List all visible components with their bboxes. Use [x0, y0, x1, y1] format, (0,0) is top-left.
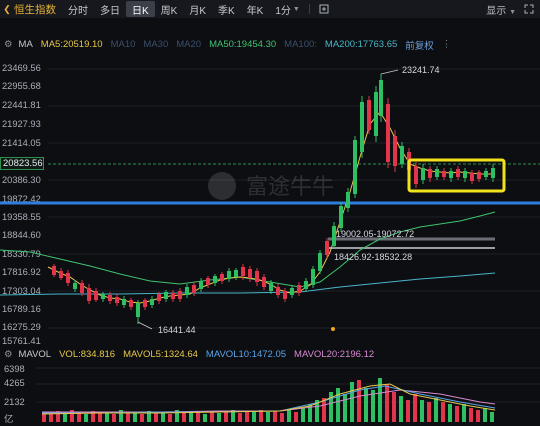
watermark-text: 富途牛牛 [246, 175, 334, 200]
drawing-toolbar [0, 18, 540, 37]
price-tick: 18844.60 [2, 230, 41, 240]
volume-chart[interactable] [0, 364, 540, 424]
mavol5-legend: MAVOL5:1324.64 [123, 349, 198, 360]
ma5-line [47, 111, 495, 304]
tab-weekly-k[interactable]: 周K [160, 5, 178, 17]
fullscreen-button[interactable] [313, 1, 335, 17]
index-name[interactable]: 恒生指数 [14, 3, 56, 16]
ma200-legend: MA200:17763.65 [324, 39, 398, 50]
price-tick: 18330.79 [2, 249, 41, 259]
dropdown-triangle-icon: ▼ [509, 8, 516, 16]
settings-gear-icon[interactable]: ⚙ [4, 349, 13, 360]
ma30-legend: MA30 [143, 39, 169, 50]
candlestick-chart[interactable]: 富途牛牛 [0, 52, 540, 347]
high-annotation: 23241.74 [402, 65, 440, 75]
mavol10-legend: MAVOL10:1472.05 [205, 349, 287, 360]
price-tick: 19358.55 [2, 212, 41, 222]
event-marker [331, 327, 335, 331]
tab-yearly-k[interactable]: 年K [246, 5, 264, 17]
price-tick: 16275.29 [2, 322, 41, 332]
tab-intraday[interactable]: 分时 [68, 5, 88, 17]
price-tick: 21927.93 [2, 119, 41, 129]
low-annotation: 16441.44 [158, 325, 196, 335]
tab-multi-day[interactable]: 多日 [100, 5, 120, 17]
ma100-legend: MA100: [284, 39, 317, 50]
watermark: 富途牛牛 [208, 172, 334, 200]
settings-gear-icon[interactable]: ⚙ [4, 39, 13, 50]
dropdown-triangle-icon: ▼ [292, 5, 300, 13]
ma-label: MA [18, 39, 33, 50]
price-tick: 22441.81 [2, 100, 41, 110]
tab-quarterly-k[interactable]: 季K [218, 5, 235, 17]
range-annotation-1: 19002.05-19072.72 [336, 229, 414, 239]
price-tick: 20386.30 [2, 175, 41, 185]
volume-legend-bar: ⚙ MAVOL VOL:834.816 MAVOL5:1324.64 MAVOL… [0, 347, 540, 362]
highlight-box [407, 158, 506, 193]
tab-monthly-k[interactable]: 月K [189, 5, 207, 17]
tab-1min[interactable]: 1分 ▼ [269, 1, 306, 17]
volume-bars [42, 378, 494, 422]
chevron-left-icon[interactable]: ❮ [3, 3, 11, 14]
vol-legend: VOL:834.816 [59, 349, 116, 360]
price-tick: 23469.56 [2, 63, 41, 73]
ma20-legend: MA20 [176, 39, 202, 50]
price-tick: 17303.04 [2, 286, 41, 296]
price-tick: 15761.41 [2, 336, 41, 346]
ma5-legend: MA5:20519.10 [40, 39, 103, 50]
top-tab-bar: ❮ 恒生指数 分时 多日 日K 周K 月K 季K 年K 1分 ▼ 显示 ▼ [0, 0, 540, 18]
mavol5-line [41, 383, 496, 415]
divider [308, 4, 310, 14]
candles [52, 74, 495, 324]
vol-tick: 2132 [4, 397, 25, 407]
fullscreen-icon [319, 4, 329, 14]
adjust-mode[interactable]: 前复权 [405, 40, 434, 52]
range-annotation-2: 18426.92-18532.28 [334, 252, 412, 262]
price-tick: 22955.68 [2, 81, 41, 91]
price-tick: 17816.92 [2, 267, 41, 277]
expand-icon[interactable] [524, 4, 534, 14]
vol-tick: 4265 [4, 378, 25, 388]
price-tick: 16789.16 [2, 304, 41, 314]
vol-tick: 6398 [4, 364, 25, 374]
display-menu-label: 显示 [486, 5, 507, 17]
ma50-line [0, 211, 496, 288]
ma50-legend: MA50:19454.30 [209, 39, 277, 50]
vol-unit: 亿 [4, 414, 14, 424]
ma-legend-bar: ⚙ MA MA5:20519.10 MA10 MA30 MA20 MA50:19… [0, 37, 540, 52]
price-tick: 21414.05 [2, 138, 41, 148]
price-tick: 19872.42 [2, 194, 41, 204]
more-icon[interactable]: ⋮ [441, 39, 452, 50]
tab-daily-k[interactable]: 日K [126, 1, 155, 17]
current-price-tag: 20823.56 [0, 157, 44, 170]
mavol-label: MAVOL [18, 349, 52, 360]
display-menu[interactable]: 显示 ▼ [486, 2, 516, 17]
ma10-legend: MA10 [110, 39, 136, 50]
tab-1min-label: 1分 [275, 5, 291, 17]
mavol20-legend: MAVOL20:2196.12 [294, 349, 375, 360]
topbar-right: 显示 ▼ [486, 0, 534, 18]
